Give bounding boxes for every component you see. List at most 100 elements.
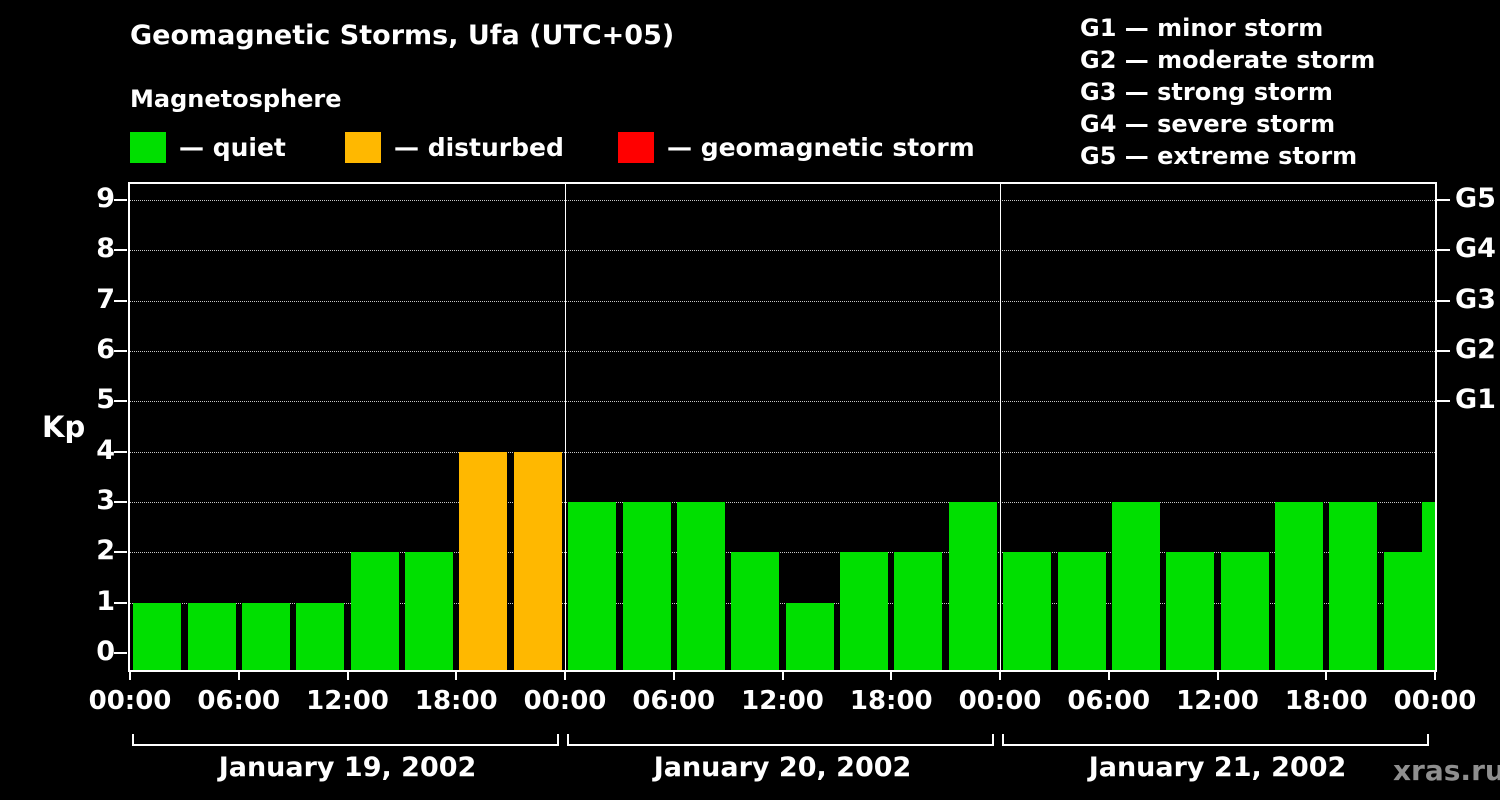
time-label: 18:00 xyxy=(849,686,933,716)
date-label: January 19, 2002 xyxy=(218,752,477,783)
x-tick-mark xyxy=(129,672,131,680)
kp-bar xyxy=(187,602,236,670)
kp-bar xyxy=(296,602,345,670)
g-tick-mark xyxy=(1437,299,1450,302)
x-tick-mark xyxy=(890,672,893,680)
y-tick-mark xyxy=(114,249,127,252)
kp-bar xyxy=(513,451,562,670)
g-tick-label: G3 xyxy=(1455,283,1496,315)
x-tick-mark xyxy=(1434,672,1436,680)
legend-item-storm: — geomagnetic storm xyxy=(618,132,975,163)
y-tick-mark xyxy=(114,400,127,403)
kp-bar-partial xyxy=(1422,502,1435,670)
y-tick-mark xyxy=(114,501,127,503)
gridline xyxy=(130,200,1435,202)
x-tick-mark xyxy=(1325,672,1328,680)
x-tick-mark xyxy=(346,672,349,680)
g-tick-mark xyxy=(1437,249,1450,252)
kp-bar xyxy=(405,552,454,670)
y-tick-mark xyxy=(114,350,127,353)
y-tick-label: 0 xyxy=(96,636,115,667)
g-legend-item: G4 — severe storm xyxy=(1080,110,1336,138)
kp-bar xyxy=(731,552,780,670)
kp-bar xyxy=(1220,552,1269,670)
g-tick-label: G4 xyxy=(1455,233,1496,265)
kp-bar xyxy=(350,552,399,670)
time-label: 00:00 xyxy=(523,686,607,716)
y-tick-mark xyxy=(114,551,127,554)
x-tick-mark xyxy=(672,672,675,680)
kp-bar xyxy=(676,502,725,670)
kp-bar xyxy=(948,502,997,670)
kp-bar xyxy=(1329,502,1378,670)
date-label: January 21, 2002 xyxy=(1088,752,1347,783)
y-tick-mark xyxy=(114,450,127,453)
y-tick-label: 9 xyxy=(96,183,115,215)
time-label: 12:00 xyxy=(306,686,389,716)
kp-bar xyxy=(1111,502,1160,670)
day-separator xyxy=(1000,184,1001,670)
time-label: 12:00 xyxy=(1176,686,1259,716)
y-tick-mark xyxy=(114,601,127,604)
x-tick-mark xyxy=(455,672,458,680)
g-tick-label: G2 xyxy=(1455,334,1496,366)
time-label: 18:00 xyxy=(414,686,498,716)
g-scale-legend: G1 — minor storm G2 — moderate storm G3 — … xyxy=(1080,12,1375,172)
gridline xyxy=(130,300,1435,302)
kp-bar xyxy=(241,602,290,670)
x-tick-mark xyxy=(237,672,240,680)
x-tick-mark xyxy=(1107,672,1110,680)
storm-color-swatch xyxy=(618,132,654,163)
y-axis-label: Kp xyxy=(42,410,86,444)
time-label: 00:00 xyxy=(958,686,1042,716)
g-tick-mark xyxy=(1437,350,1450,353)
g-tick-label: G5 xyxy=(1455,183,1496,215)
kp-bar xyxy=(1003,552,1052,670)
gridline xyxy=(130,250,1435,252)
gridline xyxy=(130,351,1435,353)
time-label: 06:00 xyxy=(1067,686,1151,716)
g-legend-item: G2 — moderate storm xyxy=(1080,46,1376,74)
gridline xyxy=(130,451,1435,453)
g-legend-item: G3 — strong storm xyxy=(1080,78,1333,106)
kp-bar xyxy=(840,552,889,670)
watermark: xras.ru xyxy=(1393,754,1500,787)
gridline xyxy=(130,401,1435,403)
y-tick-label: 3 xyxy=(96,485,115,516)
time-label: 06:00 xyxy=(197,686,281,716)
kp-bar xyxy=(459,451,508,670)
y-tick-label: 4 xyxy=(96,434,115,466)
kp-bar xyxy=(622,502,671,670)
gridline xyxy=(130,602,1435,604)
g-tick-mark xyxy=(1437,400,1450,403)
y-tick-label: 5 xyxy=(96,384,115,416)
x-tick-mark xyxy=(564,672,566,680)
legend-disturbed-label: — disturbed xyxy=(394,133,564,162)
plot-area xyxy=(128,182,1437,672)
x-tick-mark xyxy=(1216,672,1219,680)
legend-storm-label: — geomagnetic storm xyxy=(667,133,975,162)
y-tick-label: 6 xyxy=(96,334,115,366)
y-tick-label: 8 xyxy=(96,233,115,265)
y-tick-mark xyxy=(114,299,127,302)
day-bracket xyxy=(567,734,994,746)
y-tick-mark xyxy=(114,652,127,654)
legend-item-disturbed: — disturbed xyxy=(345,132,564,163)
y-tick-label: 7 xyxy=(96,283,115,315)
y-tick-label: 1 xyxy=(96,585,115,617)
date-label: January 20, 2002 xyxy=(653,752,912,783)
gridline xyxy=(130,502,1435,503)
day-bracket xyxy=(1002,734,1429,746)
kp-bar xyxy=(568,502,617,670)
y-tick-label: 2 xyxy=(96,535,115,567)
time-label: 00:00 xyxy=(1393,686,1477,716)
g-legend-item: G5 — extreme storm xyxy=(1080,142,1358,170)
legend-item-quiet: — quiet xyxy=(130,132,286,163)
gridline xyxy=(130,552,1435,554)
x-tick-mark xyxy=(781,672,784,680)
disturbed-color-swatch xyxy=(345,132,381,163)
legend-quiet-label: — quiet xyxy=(179,133,286,162)
kp-bar xyxy=(1057,552,1106,670)
chart-subtitle: Magnetosphere xyxy=(130,85,342,113)
kp-bar xyxy=(785,602,834,670)
